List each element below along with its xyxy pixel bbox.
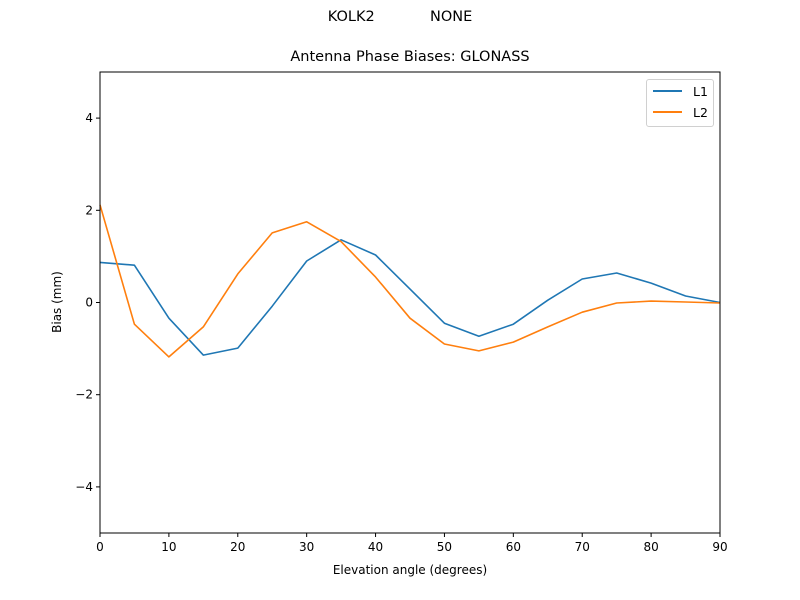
x-tick-label: 30: [299, 540, 314, 554]
y-tick-label: −2: [75, 388, 93, 402]
x-tick-label: 0: [96, 540, 104, 554]
y-tick-label: −4: [75, 480, 93, 494]
legend-swatch-l2: [653, 111, 682, 113]
x-tick-label: 70: [575, 540, 590, 554]
x-tick-label: 10: [161, 540, 176, 554]
legend-item-l2: L2: [653, 103, 708, 121]
y-axis-label: Bias (mm): [50, 271, 64, 333]
chart-title: Antenna Phase Biases: GLONASS: [290, 49, 530, 65]
x-tick-label: 60: [506, 540, 521, 554]
y-tick-label: 0: [85, 296, 93, 310]
x-axis-ticks: 0 10 20 30 40 50 60 70 80 90: [96, 533, 728, 554]
legend-label-l1: L1: [693, 83, 708, 99]
y-tick-label: 4: [85, 111, 93, 125]
series-layer: [99, 204, 721, 358]
y-axis-ticks: −4 −2 0 2 4: [75, 111, 100, 494]
legend-item-l1: L1: [653, 82, 708, 100]
y-tick-label: 2: [85, 203, 93, 217]
x-tick-label: 20: [230, 540, 245, 554]
x-tick-label: 90: [712, 540, 727, 554]
legend: L1 L2: [646, 79, 714, 127]
series-line-l1: [99, 239, 721, 356]
series-line-l2: [99, 204, 721, 358]
x-tick-label: 50: [437, 540, 452, 554]
x-tick-label: 80: [643, 540, 658, 554]
legend-label-l2: L2: [693, 104, 708, 120]
legend-swatch-l1: [653, 90, 682, 92]
x-axis-label: Elevation angle (degrees): [333, 563, 487, 577]
x-tick-label: 40: [368, 540, 383, 554]
figure-suptitle: KOLK2 NONE: [327, 9, 473, 25]
